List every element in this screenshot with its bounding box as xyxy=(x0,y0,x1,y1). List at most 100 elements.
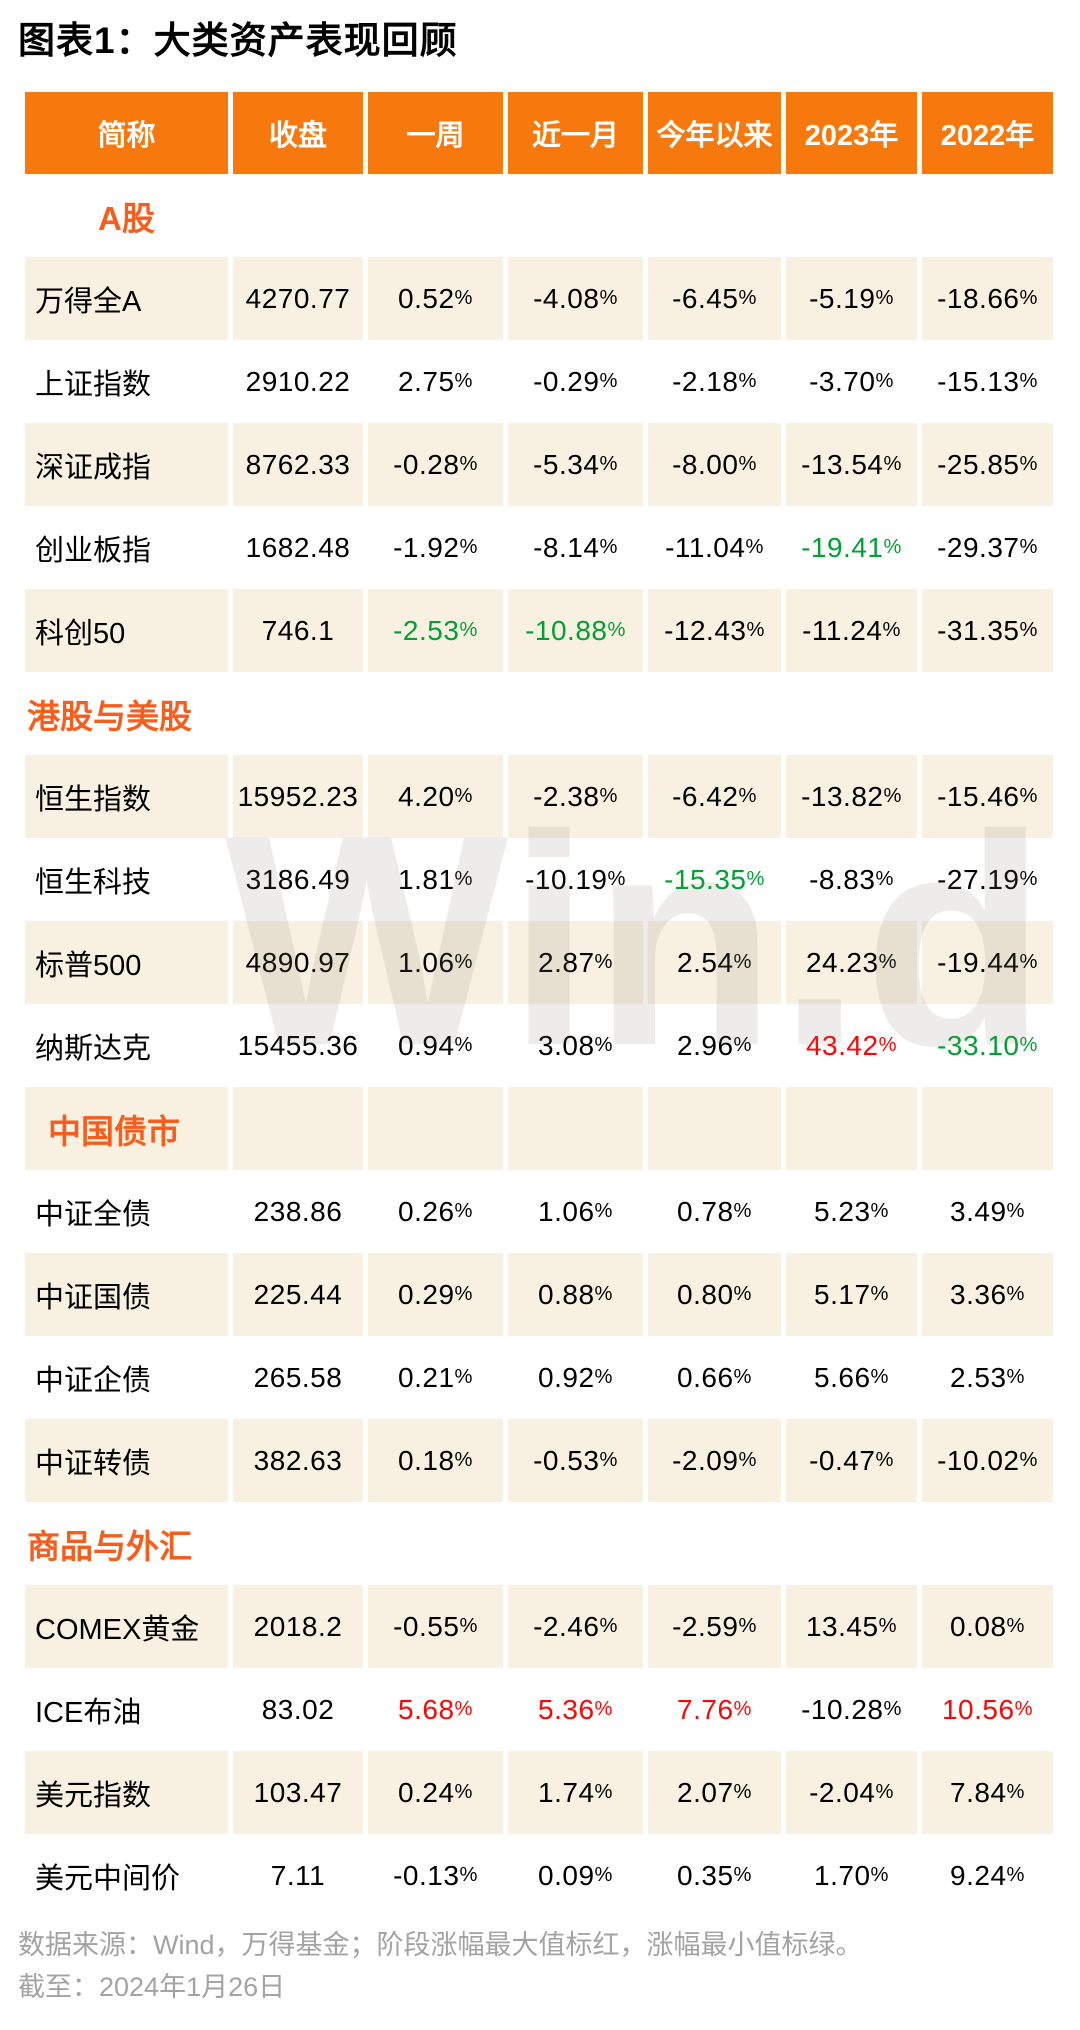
pct-value-cell: -19.41% xyxy=(801,531,902,563)
close-value-cell: 238.86 xyxy=(253,1195,343,1227)
pct-value-cell: -10.02% xyxy=(922,1419,1053,1502)
pct-value-cell: -33.10% xyxy=(937,1029,1038,1061)
percent-sign: % xyxy=(1014,1698,1033,1720)
table-row: 纳斯达克 15455.36 0.94% 3.08% 2.96% 43.42% -33.10% xyxy=(25,1004,1053,1087)
percent-sign: % xyxy=(733,951,752,973)
percent-sign: % xyxy=(875,370,894,392)
pct-value-cell: 0.21% xyxy=(398,1361,473,1393)
percent-sign: % xyxy=(733,1283,752,1305)
pct-value-cell: -0.28% xyxy=(368,423,503,506)
percent-sign: % xyxy=(599,287,618,309)
percent-sign: % xyxy=(607,868,626,890)
percent-sign: % xyxy=(738,453,757,475)
percent-sign: % xyxy=(454,1366,473,1388)
close-value-cell: 2910.22 xyxy=(245,365,351,397)
percent-sign: % xyxy=(607,619,626,641)
section-label: 中国债市 xyxy=(48,1112,180,1150)
percent-sign: % xyxy=(870,1200,889,1222)
table-row: 恒生科技 3186.49 1.81% -10.19% -15.35% -8.83% -27.… xyxy=(25,838,1053,921)
pct-value-cell: -2.53% xyxy=(368,589,503,672)
close-value-cell: 265.58 xyxy=(253,1361,343,1393)
pct-value-cell: 0.18% xyxy=(368,1419,503,1502)
pct-value-cell: -0.29% xyxy=(533,365,618,397)
table-row: 标普500 4890.97 1.06% 2.87% 2.54% 24.23% -19.44% xyxy=(25,921,1053,1004)
pct-value-cell: -2.09% xyxy=(648,1419,781,1502)
close-value-cell: 1682.48 xyxy=(245,531,351,563)
pct-value-cell: -12.43% xyxy=(648,589,781,672)
percent-sign: % xyxy=(599,1449,618,1471)
section-label: 商品与外汇 xyxy=(27,1527,192,1565)
pct-value-cell: 0.35% xyxy=(677,1859,752,1891)
section-row: 中国债市 xyxy=(25,1087,1053,1170)
percent-sign: % xyxy=(1019,453,1038,475)
pct-value-cell: 4.20% xyxy=(368,755,503,838)
table-row: 美元中间价 7.11 -0.13% 0.09% 0.35% 1.70% 9.24% xyxy=(25,1834,1053,1917)
percent-sign: % xyxy=(870,1366,889,1388)
pct-value-cell: -19.44% xyxy=(922,921,1053,1004)
empty-cell xyxy=(922,1087,1053,1170)
row-name-cell: 万得全A xyxy=(25,257,228,340)
pct-value-cell: 7.76% xyxy=(677,1693,752,1725)
close-value-cell: 7.11 xyxy=(270,1859,326,1891)
percent-sign: % xyxy=(738,1615,757,1637)
pct-value-cell: 2.96% xyxy=(677,1029,752,1061)
pct-value-cell: 0.08% xyxy=(922,1585,1053,1668)
pct-value-cell: 43.42% xyxy=(805,1029,897,1061)
percent-sign: % xyxy=(454,1449,473,1471)
pct-value-cell: -8.00% xyxy=(648,423,781,506)
row-name-cell: ICE布油 xyxy=(35,1696,142,1729)
pct-value-cell: -6.42% xyxy=(648,755,781,838)
row-name-cell: COMEX黄金 xyxy=(25,1585,228,1668)
close-value-cell: 103.47 xyxy=(233,1751,363,1834)
pct-value-cell: -27.19% xyxy=(937,863,1038,895)
pct-value-cell: 3.49% xyxy=(950,1195,1025,1227)
percent-sign: % xyxy=(594,1698,613,1720)
percent-sign: % xyxy=(1006,1781,1025,1803)
percent-sign: % xyxy=(875,868,894,890)
percent-sign: % xyxy=(1006,1366,1025,1388)
percent-sign: % xyxy=(870,1864,889,1886)
table-row: 中证全债 238.86 0.26% 1.06% 0.78% 5.23% 3.49% xyxy=(25,1170,1053,1253)
percent-sign: % xyxy=(1019,536,1038,558)
row-name-cell: 美元中间价 xyxy=(35,1862,181,1895)
percent-sign: % xyxy=(1006,1615,1025,1637)
percent-sign: % xyxy=(875,1449,894,1471)
percent-sign: % xyxy=(454,370,473,392)
percent-sign: % xyxy=(1019,1449,1038,1471)
percent-sign: % xyxy=(1019,619,1038,641)
pct-value-cell: 10.56% xyxy=(941,1693,1033,1725)
section-label-cell: 中国债市 xyxy=(25,1087,228,1170)
percent-sign: % xyxy=(459,1864,478,1886)
pct-value-cell: -8.83% xyxy=(809,863,894,895)
pct-value-cell: 0.80% xyxy=(648,1253,781,1336)
pct-value-cell: -0.47% xyxy=(786,1419,917,1502)
pct-value-cell: 2.54% xyxy=(648,921,781,1004)
row-name-cell: 深证成指 xyxy=(25,423,228,506)
percent-sign: % xyxy=(875,287,894,309)
pct-value-cell: -31.35% xyxy=(922,589,1053,672)
percent-sign: % xyxy=(454,1283,473,1305)
close-value-cell: 746.1 xyxy=(233,589,363,672)
empty-cell xyxy=(368,1087,503,1170)
percent-sign: % xyxy=(454,951,473,973)
pct-value-cell: -4.08% xyxy=(508,257,643,340)
percent-sign: % xyxy=(883,1698,902,1720)
row-name-cell: 恒生科技 xyxy=(35,866,152,899)
close-value-cell: 15455.36 xyxy=(237,1029,359,1061)
percent-sign: % xyxy=(594,1034,613,1056)
figure-footer: 数据来源：Wind，万得基金；阶段涨幅最大值标红，涨幅最小值标绿。 截至：202… xyxy=(18,1924,863,2008)
percent-sign: % xyxy=(454,287,473,309)
percent-sign: % xyxy=(459,536,478,558)
pct-value-cell: 0.66% xyxy=(677,1361,752,1393)
empty-cell xyxy=(648,1087,781,1170)
column-header-4: 近一月 xyxy=(508,92,643,174)
percent-sign: % xyxy=(599,1615,618,1637)
close-value-cell: 2018.2 xyxy=(233,1585,363,1668)
pct-value-cell: 7.84% xyxy=(922,1751,1053,1834)
row-name-cell: 科创50 xyxy=(25,589,228,672)
row-name-cell: 纳斯达克 xyxy=(35,1032,152,1065)
pct-value-cell: -1.92% xyxy=(393,531,478,563)
pct-value-cell: 2.87% xyxy=(508,921,643,1004)
percent-sign: % xyxy=(594,1283,613,1305)
asset-performance-table: 简称 收盘 一周 近一月 今年以来 2023年 2022年 A股 万得全A 4270.77 0.5… xyxy=(25,92,1053,1917)
